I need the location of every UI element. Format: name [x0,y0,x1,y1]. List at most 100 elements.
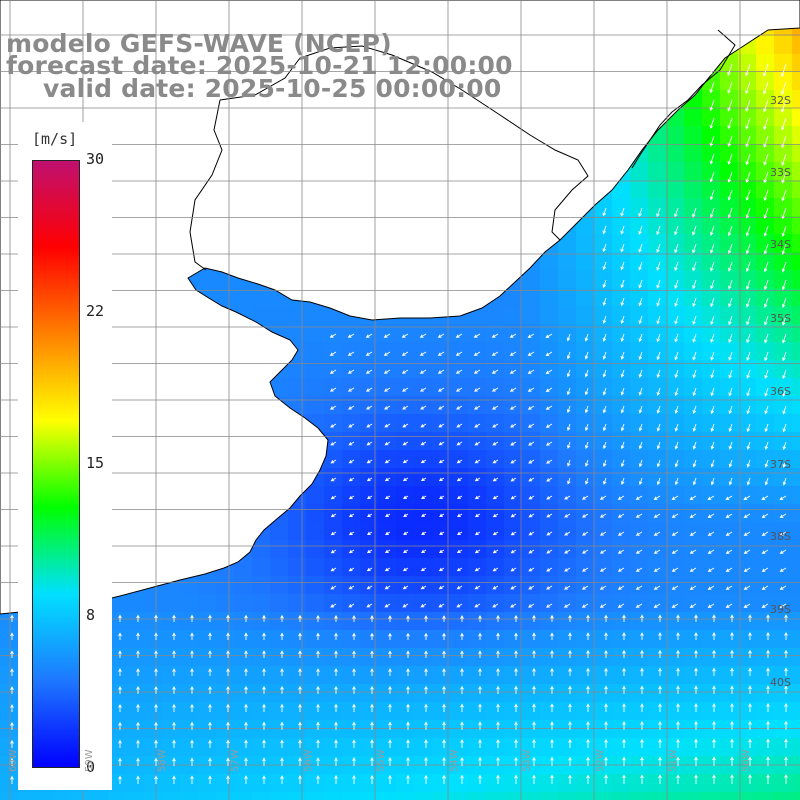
field-cell [540,378,559,397]
wind-arrow [674,423,679,432]
field-cell [648,540,667,559]
wind-arrow [545,423,553,428]
field-cell [702,558,721,577]
field-cell [288,702,307,721]
wind-arrow [564,567,571,572]
field-cell [666,702,685,721]
field-cell [306,684,325,703]
field-cell [738,720,757,739]
field-cell [414,792,433,800]
wind-arrow [136,632,140,641]
wind-arrow [438,441,445,446]
wind-arrow [640,774,644,785]
field-cell [720,576,739,595]
field-cell [360,648,379,667]
wind-arrow [568,614,572,623]
field-cell [270,306,289,325]
field-cell [666,648,685,667]
field-cell [666,576,685,595]
field-cell [648,468,667,487]
field-cell [198,612,217,631]
wind-arrow [383,333,391,338]
field-cell [702,288,721,307]
field-cell [594,360,613,379]
field-cell [0,720,19,739]
wind-arrow [712,649,716,659]
field-cell [216,630,235,649]
wind-arrow [532,614,536,623]
field-cell [594,342,613,361]
field-cell [756,450,775,469]
field-cell [630,720,649,739]
field-cell [738,72,757,91]
wind-arrow [510,549,517,554]
wind-arrow [585,477,589,485]
field-cell [522,612,541,631]
wind-arrow [707,549,715,554]
wind-arrow [190,775,194,785]
wind-arrow [334,650,338,659]
wind-arrow [550,614,554,623]
wind-arrow [316,721,320,731]
lat-label: 37S [770,458,791,471]
wind-arrow [424,615,428,623]
field-cell [504,594,523,613]
wind-arrow [406,774,410,785]
field-cell [774,576,793,595]
wind-arrow [568,756,572,767]
field-cell [648,216,667,235]
wind-arrow [348,477,355,482]
wind-arrow [456,423,463,428]
wind-arrow [748,685,752,695]
wind-arrow [781,153,787,166]
field-cell [792,414,800,433]
wind-arrow [748,738,752,749]
field-cell [738,504,757,523]
field-cell [342,342,361,361]
wind-arrow [586,667,590,677]
wind-arrow [366,513,373,518]
wind-arrow [566,351,571,360]
field-cell [684,612,703,631]
field-cell [432,522,451,541]
field-cell [342,702,361,721]
field-cell [432,576,451,595]
wind-arrow [330,495,337,500]
wind-arrow [766,703,770,713]
field-cell [252,702,271,721]
wind-arrow [550,632,554,641]
field-cell [792,594,800,613]
wind-arrow [244,614,248,623]
field-cell [522,558,541,577]
wind-arrow [781,117,787,131]
field-cell [684,486,703,505]
field-cell [594,450,613,469]
field-cell [234,288,253,307]
wind-arrow [568,721,572,731]
lat-label: 32S [770,94,791,107]
wind-arrow [532,650,536,659]
field-cell [396,720,415,739]
field-cell [18,792,37,800]
field-cell [540,270,559,289]
wind-arrow [329,387,337,392]
field-cell [558,522,577,541]
wind-arrow [329,351,337,356]
wind-arrow [406,685,410,695]
wind-arrow [545,351,553,356]
field-cell [108,702,127,721]
wind-arrow [478,739,482,749]
field-cell [198,648,217,667]
field-cell [306,324,325,343]
field-cell [792,342,800,361]
wind-arrow [620,477,625,486]
field-cell [468,342,487,361]
field-cell [702,198,721,217]
wind-arrow [421,495,427,499]
field-cell [792,126,800,145]
field-cell [558,576,577,595]
wind-arrow [602,333,607,342]
wind-arrow [638,315,643,325]
field-cell [594,270,613,289]
field-cell [756,792,775,800]
